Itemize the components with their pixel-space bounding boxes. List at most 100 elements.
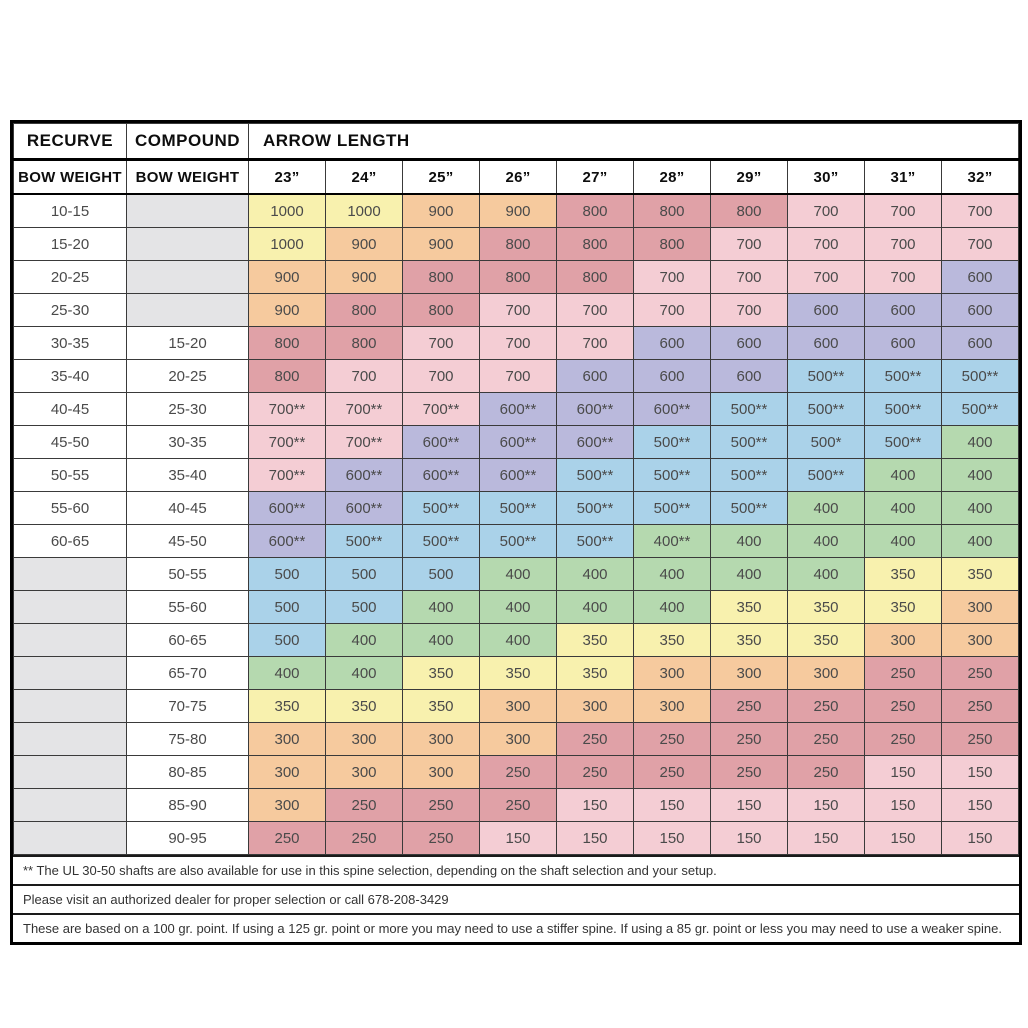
- spine-cell: 500**: [633, 491, 711, 525]
- compound-weight-cell: 70-75: [126, 689, 249, 723]
- table-row: 90-95 250 250 250 150 150 150 150 150 150 150: [13, 821, 1019, 855]
- spine-cell: 300: [402, 755, 480, 789]
- spine-cell: 800: [402, 260, 480, 294]
- spine-cell: 150: [710, 788, 788, 822]
- spine-cell: 1000: [325, 193, 403, 228]
- spine-cell: 700: [479, 293, 557, 327]
- spine-cell: 150: [941, 755, 1019, 789]
- spine-cell: 400: [479, 623, 557, 657]
- empty-weight-cell: [13, 590, 127, 624]
- spine-cell: 500**: [402, 524, 480, 558]
- spine-cell: 400: [479, 590, 557, 624]
- spine-cell: 800: [556, 260, 634, 294]
- spine-cell: 300: [556, 689, 634, 723]
- spine-cell: 700**: [402, 392, 480, 426]
- spine-cell: 350: [864, 590, 942, 624]
- compound-weight-cell: 80-85: [126, 755, 249, 789]
- spine-cell: 700: [787, 227, 865, 261]
- spine-cell: 800: [633, 227, 711, 261]
- spine-cell: 500**: [864, 425, 942, 459]
- spine-cell: 600**: [479, 458, 557, 492]
- table-row: 25-30 900 800 800 700 700 700 700 600 600 600: [13, 293, 1019, 327]
- recurve-weight-cell: 45-50: [13, 425, 127, 459]
- spine-cell: 700: [402, 326, 480, 360]
- spine-cell: 600**: [479, 425, 557, 459]
- spine-cell: 600: [864, 293, 942, 327]
- spine-cell: 400: [633, 557, 711, 591]
- spine-cell: 400: [325, 656, 403, 690]
- spine-cell: 500: [248, 557, 326, 591]
- spine-cell: 150: [787, 821, 865, 855]
- compound-weight-cell: 30-35: [126, 425, 249, 459]
- empty-weight-cell: [126, 260, 249, 294]
- table-row: 50-55 500 500 500 400 400 400 400 400 350 350: [13, 557, 1019, 591]
- recurve-weight-cell: 10-15: [13, 193, 127, 228]
- spine-cell: 600: [633, 359, 711, 393]
- spine-cell: 400: [402, 623, 480, 657]
- table-row: 60-65 45-50 600** 500** 500** 500** 500** 400**…: [13, 524, 1019, 558]
- spine-cell: 300: [710, 656, 788, 690]
- table-row: 65-70 400 400 350 350 350 300 300 300 250 250: [13, 656, 1019, 690]
- spine-cell: 1000: [248, 227, 326, 261]
- compound-weight-cell: 90-95: [126, 821, 249, 855]
- spine-cell: 350: [402, 656, 480, 690]
- compound-bow-weight-label: BOW WEIGHT: [126, 159, 249, 195]
- spine-cell: 500: [325, 590, 403, 624]
- spine-cell: 350: [633, 623, 711, 657]
- spine-cell: 400: [710, 524, 788, 558]
- spine-cell: 500: [248, 623, 326, 657]
- spine-cell: 300: [941, 623, 1019, 657]
- spine-cell: 600: [787, 293, 865, 327]
- spine-cell: 150: [556, 821, 634, 855]
- arrow-length-col-header: 28”: [633, 159, 711, 195]
- compound-weight-cell: 50-55: [126, 557, 249, 591]
- spine-cell: 350: [710, 590, 788, 624]
- footnote-text: ** The UL 30-50 shafts are also availabl…: [13, 855, 1019, 884]
- recurve-weight-cell: 30-35: [13, 326, 127, 360]
- footnote-text: These are based on a 100 gr. point. If u…: [13, 913, 1019, 942]
- spine-cell: 250: [633, 755, 711, 789]
- spine-cell: 600: [710, 326, 788, 360]
- spine-cell: 700: [710, 260, 788, 294]
- empty-weight-cell: [13, 755, 127, 789]
- recurve-weight-cell: 15-20: [13, 227, 127, 261]
- spine-cell: 600: [633, 326, 711, 360]
- spine-cell: 600: [941, 293, 1019, 327]
- table-row: 60-65 500 400 400 400 350 350 350 350 300 300: [13, 623, 1019, 657]
- spine-cell: 500**: [556, 458, 634, 492]
- spine-cell: 250: [710, 722, 788, 756]
- spine-cell: 150: [864, 755, 942, 789]
- spine-cell: 600**: [556, 425, 634, 459]
- spine-cell: 350: [325, 689, 403, 723]
- spine-cell: 900: [325, 227, 403, 261]
- arrow-length-col-header: 30”: [787, 159, 865, 195]
- spine-cell: 700: [402, 359, 480, 393]
- spine-cell: 400: [787, 524, 865, 558]
- compound-weight-cell: 40-45: [126, 491, 249, 525]
- spine-cell: 250: [787, 755, 865, 789]
- compound-weight-cell: 25-30: [126, 392, 249, 426]
- spine-cell: 500**: [787, 458, 865, 492]
- empty-weight-cell: [126, 293, 249, 327]
- spine-cell: 150: [941, 821, 1019, 855]
- spine-cell: 500**: [325, 524, 403, 558]
- spine-cell: 350: [479, 656, 557, 690]
- arrow-length-title: ARROW LENGTH: [248, 123, 1019, 161]
- spine-cell: 300: [325, 722, 403, 756]
- spine-cell: 600**: [248, 491, 326, 525]
- spine-cell: 900: [325, 260, 403, 294]
- empty-weight-cell: [13, 656, 127, 690]
- table-row: 85-90 300 250 250 250 150 150 150 150 150 150: [13, 788, 1019, 822]
- spine-cell: 700: [556, 326, 634, 360]
- spine-cell: 600**: [402, 458, 480, 492]
- spine-cell: 400: [556, 557, 634, 591]
- spine-cell: 400: [787, 557, 865, 591]
- table-row: 40-45 25-30 700** 700** 700** 600** 600** 600**…: [13, 392, 1019, 426]
- spine-cell: 600**: [556, 392, 634, 426]
- footnotes-section: ** The UL 30-50 shafts are also availabl…: [13, 855, 1019, 942]
- recurve-bow-weight-label: BOW WEIGHT: [13, 159, 127, 195]
- spine-cell: 500**: [710, 425, 788, 459]
- spine-cell: 350: [402, 689, 480, 723]
- spine-cell: 150: [479, 821, 557, 855]
- spine-cell: 250: [941, 722, 1019, 756]
